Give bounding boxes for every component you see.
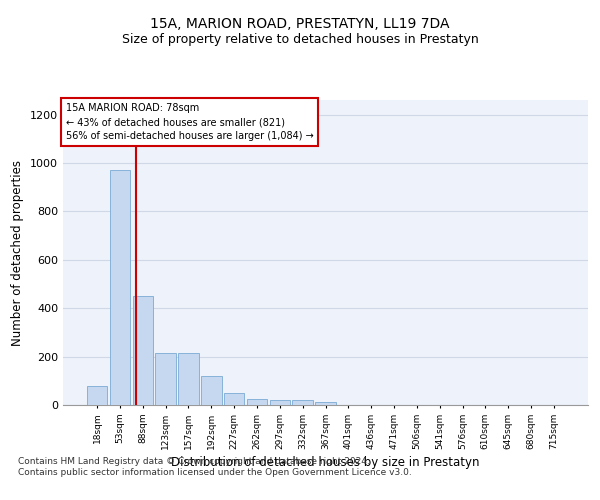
Bar [110, 170, 130, 405]
Bar [315, 402, 336, 405]
Text: Contains HM Land Registry data © Crown copyright and database right 2024.
Contai: Contains HM Land Registry data © Crown c… [18, 458, 412, 477]
Y-axis label: Number of detached properties: Number of detached properties [11, 160, 25, 346]
Bar [201, 376, 221, 405]
X-axis label: Distribution of detached houses by size in Prestatyn: Distribution of detached houses by size … [171, 456, 480, 469]
Bar [178, 353, 199, 405]
Bar [292, 400, 313, 405]
Text: Size of property relative to detached houses in Prestatyn: Size of property relative to detached ho… [122, 32, 478, 46]
Bar [133, 296, 153, 405]
Bar [224, 393, 244, 405]
Text: 15A, MARION ROAD, PRESTATYN, LL19 7DA: 15A, MARION ROAD, PRESTATYN, LL19 7DA [150, 18, 450, 32]
Text: 15A MARION ROAD: 78sqm
← 43% of detached houses are smaller (821)
56% of semi-de: 15A MARION ROAD: 78sqm ← 43% of detached… [65, 103, 313, 141]
Bar [247, 399, 267, 405]
Bar [87, 386, 107, 405]
Bar [269, 400, 290, 405]
Bar [155, 353, 176, 405]
